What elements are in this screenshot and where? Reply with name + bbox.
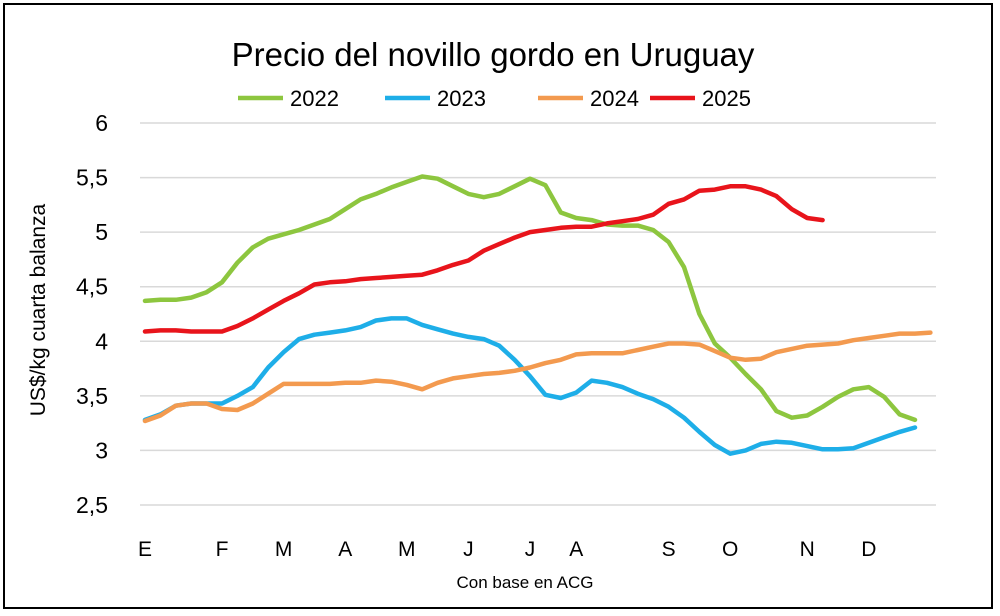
y-tick-label: 5,5 bbox=[76, 165, 108, 191]
x-tick-label: D bbox=[861, 538, 876, 561]
y-tick-label: 3,5 bbox=[76, 383, 108, 409]
x-tick-label: M bbox=[398, 538, 416, 561]
series-line-2023 bbox=[142, 316, 918, 456]
chart-frame bbox=[3, 3, 993, 609]
y-axis-label: US$/kg cuarta balanza bbox=[27, 203, 50, 416]
gridlines bbox=[140, 122, 936, 506]
x-tick-label: F bbox=[216, 538, 229, 561]
legend-label: 2024 bbox=[590, 86, 639, 111]
series-line-2022 bbox=[142, 174, 918, 423]
x-tick-label: E bbox=[138, 538, 152, 561]
y-tick-label: 2,5 bbox=[76, 492, 108, 518]
y-tick-label: 6 bbox=[95, 110, 108, 136]
y-axis-ticks: 2,5 3 3,5 4 4,5 5 5,5 6 bbox=[76, 110, 108, 518]
series-line-2025 bbox=[142, 184, 825, 334]
x-tick-label: J bbox=[463, 538, 474, 561]
x-tick-label: A bbox=[569, 538, 583, 561]
x-tick-label: A bbox=[338, 538, 352, 561]
legend-label: 2022 bbox=[290, 86, 339, 111]
legend-label: 2025 bbox=[702, 86, 751, 111]
x-tick-label: N bbox=[800, 538, 815, 561]
series-lines bbox=[142, 174, 933, 456]
legend: 2022 2023 2024 2025 bbox=[238, 86, 751, 111]
chart-title: Precio del novillo gordo en Uruguay bbox=[232, 36, 755, 73]
y-tick-label: 4,5 bbox=[76, 274, 108, 300]
x-tick-label: S bbox=[662, 538, 676, 561]
x-tick-label: J bbox=[525, 538, 536, 561]
x-tick-label: M bbox=[275, 538, 293, 561]
x-tick-label: O bbox=[722, 538, 738, 561]
y-tick-label: 4 bbox=[95, 328, 108, 354]
y-tick-label: 3 bbox=[95, 437, 108, 463]
series-line-2024 bbox=[142, 330, 933, 424]
y-tick-label: 5 bbox=[95, 219, 108, 245]
legend-label: 2023 bbox=[437, 86, 486, 111]
x-axis-label: Con base en ACG bbox=[456, 573, 593, 592]
